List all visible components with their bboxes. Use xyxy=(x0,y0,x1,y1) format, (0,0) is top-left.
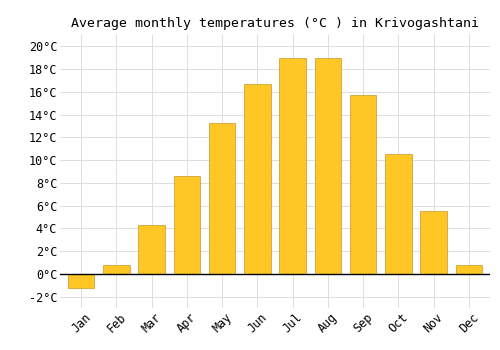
Bar xyxy=(350,95,376,274)
Bar xyxy=(68,274,94,288)
Bar xyxy=(420,211,447,274)
Bar xyxy=(244,84,270,274)
Bar xyxy=(314,58,341,274)
Bar xyxy=(138,225,165,274)
Title: Average monthly temperatures (°C ) in Krivogashtani: Average monthly temperatures (°C ) in Kr… xyxy=(71,17,479,30)
Bar xyxy=(385,154,411,274)
Bar xyxy=(456,265,482,274)
Bar xyxy=(103,265,130,274)
Bar xyxy=(174,176,200,274)
Bar xyxy=(280,58,306,274)
Bar xyxy=(209,122,236,274)
